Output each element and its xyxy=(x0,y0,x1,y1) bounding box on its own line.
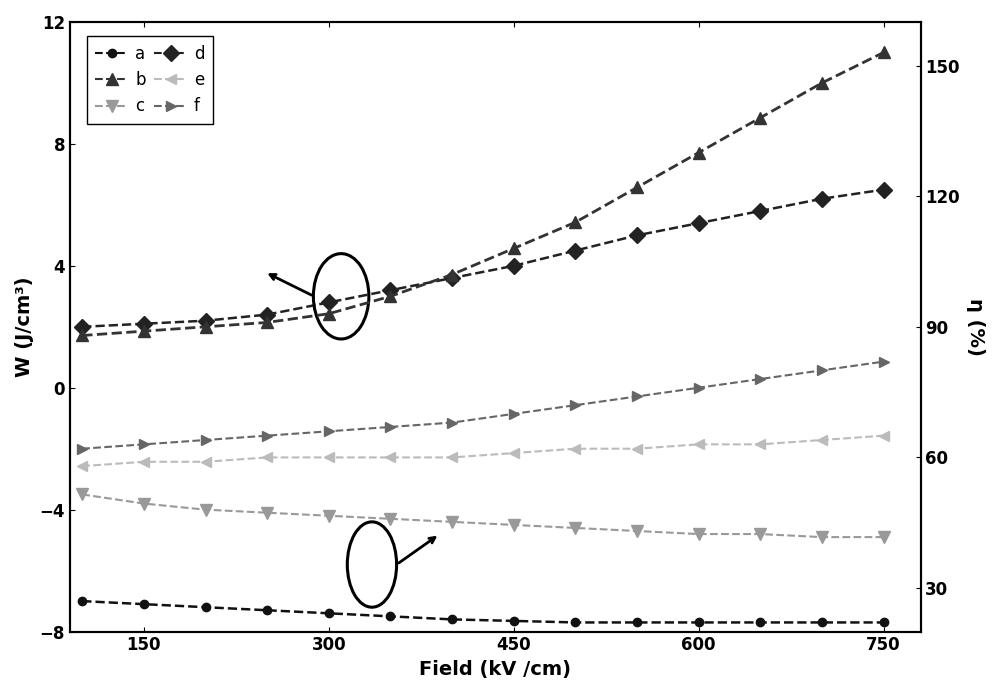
Legend: a, b, c, d, e, f: a, b, c, d, e, f xyxy=(87,36,213,124)
X-axis label: Field (kV /cm): Field (kV /cm) xyxy=(419,660,571,679)
Y-axis label: W (J/cm³): W (J/cm³) xyxy=(15,276,34,377)
Y-axis label: η (%): η (%) xyxy=(966,298,985,356)
